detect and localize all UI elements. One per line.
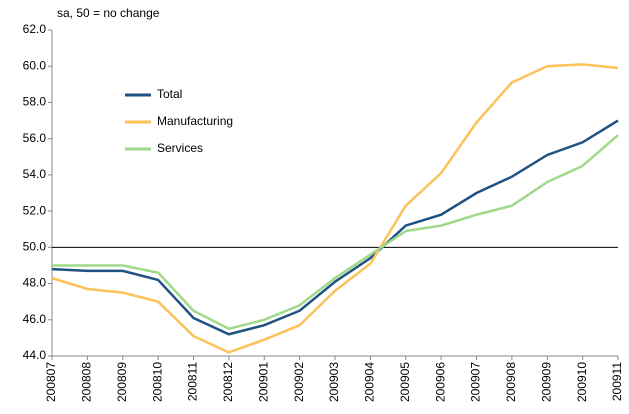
- y-tick-label: 58.0: [23, 95, 47, 109]
- x-tick-label: 200809: [115, 362, 129, 402]
- y-tick-label: 60.0: [23, 58, 47, 72]
- legend-label: Total: [157, 87, 182, 101]
- y-tick-label: 56.0: [23, 131, 47, 145]
- x-tick-label: 200812: [221, 362, 235, 402]
- x-tick-label: 200907: [469, 362, 483, 402]
- y-tick-label: 46.0: [23, 312, 47, 326]
- x-tick-label: 200905: [398, 362, 412, 402]
- x-tick-label: 200910: [575, 362, 589, 402]
- chart-subtitle: sa, 50 = no change: [57, 6, 160, 20]
- x-tick-label: 200901: [256, 362, 270, 402]
- y-tick-label: 50.0: [23, 240, 47, 254]
- x-tick-label: 200903: [327, 362, 341, 402]
- x-tick-label: 200908: [504, 362, 518, 402]
- y-tick-label: 48.0: [23, 276, 47, 290]
- x-tick-label: 200807: [44, 362, 58, 402]
- y-tick-label: 52.0: [23, 203, 47, 217]
- series-line: [51, 63, 619, 354]
- series-line: [51, 119, 619, 336]
- y-tick-label: 54.0: [23, 167, 47, 181]
- x-tick-label: 200811: [186, 362, 200, 401]
- y-tick-label: 62.0: [23, 22, 47, 36]
- x-tick-label: 200904: [363, 362, 377, 402]
- y-tick-label: 44.0: [23, 348, 47, 362]
- series-line: [52, 134, 619, 331]
- legend-label: Services: [157, 141, 203, 155]
- x-tick-label: 200906: [433, 362, 447, 402]
- x-tick-label: 200909: [539, 362, 553, 402]
- x-tick-label: 200810: [150, 362, 164, 402]
- x-tick-label: 200808: [80, 362, 94, 402]
- x-tick-label: 200902: [292, 362, 306, 402]
- x-tick-label: 200911: [610, 362, 624, 401]
- legend-label: Manufacturing: [157, 114, 233, 128]
